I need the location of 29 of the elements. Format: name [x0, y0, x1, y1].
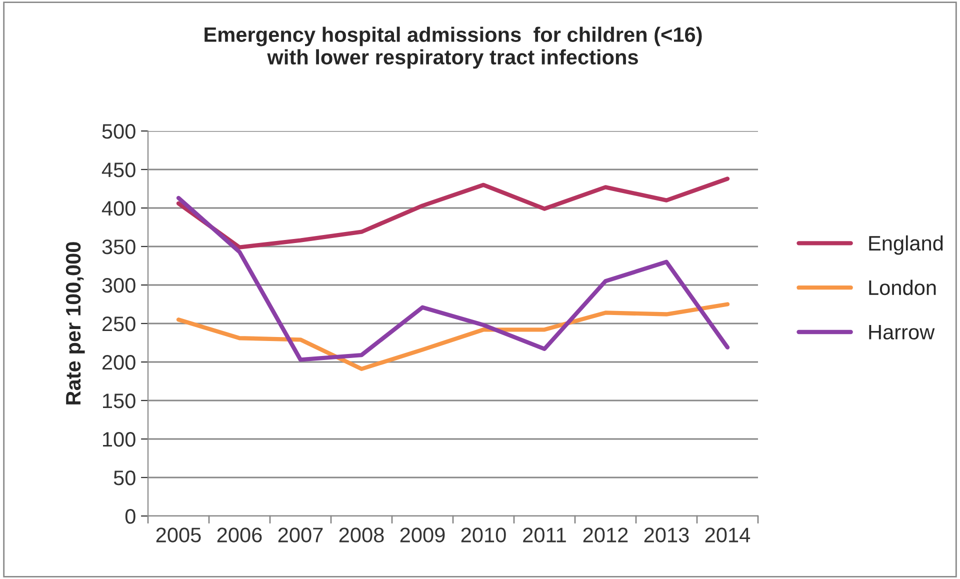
- x-tick-label: 2006: [217, 528, 262, 542]
- line-series: [176, 302, 730, 372]
- x-tick-label: 2010: [461, 528, 506, 542]
- line-series: [176, 176, 730, 250]
- legend-label: Harrow: [869, 324, 935, 340]
- line-series: [176, 196, 730, 362]
- y-tick-label: 150: [103, 394, 136, 408]
- y-axis-title: Rate per 100,000: [66, 242, 85, 404]
- x-tick-label: 2014: [705, 528, 750, 542]
- x-tick-label: 2011: [523, 528, 566, 542]
- x-tick-label: 2012: [583, 528, 628, 542]
- y-tick-label: 250: [102, 316, 136, 332]
- y-tick-label: 450: [102, 162, 136, 178]
- x-tick-label: 2005: [156, 528, 201, 542]
- x-tick-label: 2008: [339, 528, 384, 542]
- y-tick-label: 100: [103, 432, 136, 447]
- legend-label: London: [869, 280, 936, 296]
- y-tick-label: 350: [102, 240, 136, 254]
- y-tick-label: 300: [102, 278, 136, 293]
- y-tick-label: 50: [114, 470, 136, 486]
- x-tick-label: 2013: [644, 528, 689, 542]
- legend-label: England: [869, 235, 943, 255]
- x-tick-label: 2007: [278, 528, 323, 542]
- y-tick-label: 400: [102, 201, 136, 216]
- y-tick-label: 500: [102, 124, 136, 139]
- y-tick-label: 0: [125, 509, 136, 524]
- chart-title: Emergency hospital admissions for children (<16) with lower respiratory tract infections: [204, 26, 702, 69]
- x-tick-label: 2009: [400, 528, 445, 542]
- y-tick-label: 200: [102, 355, 136, 370]
